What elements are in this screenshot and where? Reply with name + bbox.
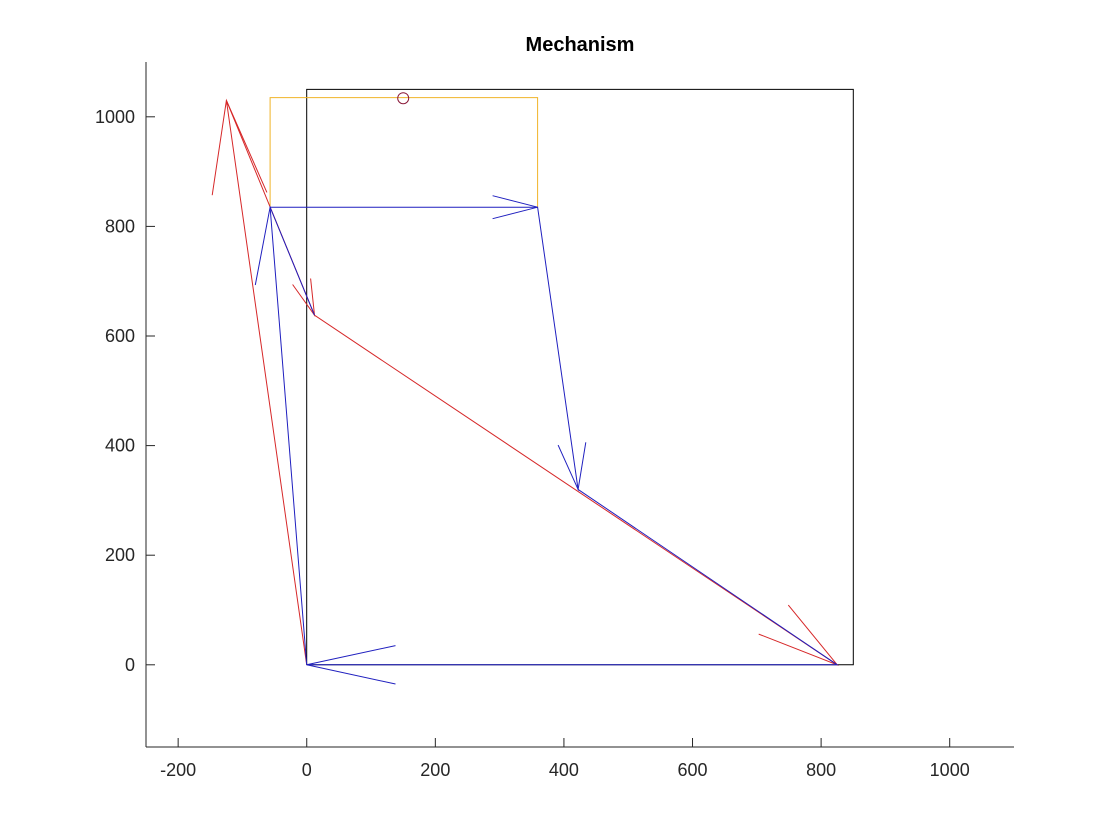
series-line-blue-10 bbox=[306, 645, 396, 685]
series-line-red-2 bbox=[225, 100, 838, 666]
series-line-orange-1 bbox=[269, 97, 539, 208]
y-tick-label: 800 bbox=[105, 216, 135, 236]
x-tick-label: 800 bbox=[806, 760, 836, 780]
x-tick-label: 1000 bbox=[930, 760, 970, 780]
series-line-blue-9 bbox=[557, 442, 587, 492]
y-tick-label: 200 bbox=[105, 545, 135, 565]
y-tick-label: 0 bbox=[125, 655, 135, 675]
y-tick-label: 400 bbox=[105, 436, 135, 456]
x-tick-label: 200 bbox=[420, 760, 450, 780]
x-tick-label: 400 bbox=[549, 760, 579, 780]
point-marker-0 bbox=[397, 92, 410, 105]
axis-layer: -200 0 200 400 600 800 1000 0 200 400 600 800 1000 bbox=[95, 62, 1014, 780]
y-tick-label: 1000 bbox=[95, 107, 135, 127]
y-tick-label: 600 bbox=[105, 326, 135, 346]
chart-title: Mechanism bbox=[525, 34, 635, 56]
x-tick-label: 600 bbox=[677, 760, 707, 780]
series-line-red-5 bbox=[758, 604, 839, 666]
data-layer bbox=[211, 88, 854, 685]
series-line-blue-8 bbox=[492, 195, 538, 220]
series-line-blue-6 bbox=[269, 206, 839, 666]
x-tick-label: -200 bbox=[160, 760, 196, 780]
series-line-red-4 bbox=[292, 278, 316, 318]
series-line-frame-0 bbox=[306, 88, 854, 666]
series-line-blue-7 bbox=[254, 205, 315, 316]
series-line-red-3 bbox=[211, 98, 268, 196]
x-tick-label: 0 bbox=[302, 760, 312, 780]
